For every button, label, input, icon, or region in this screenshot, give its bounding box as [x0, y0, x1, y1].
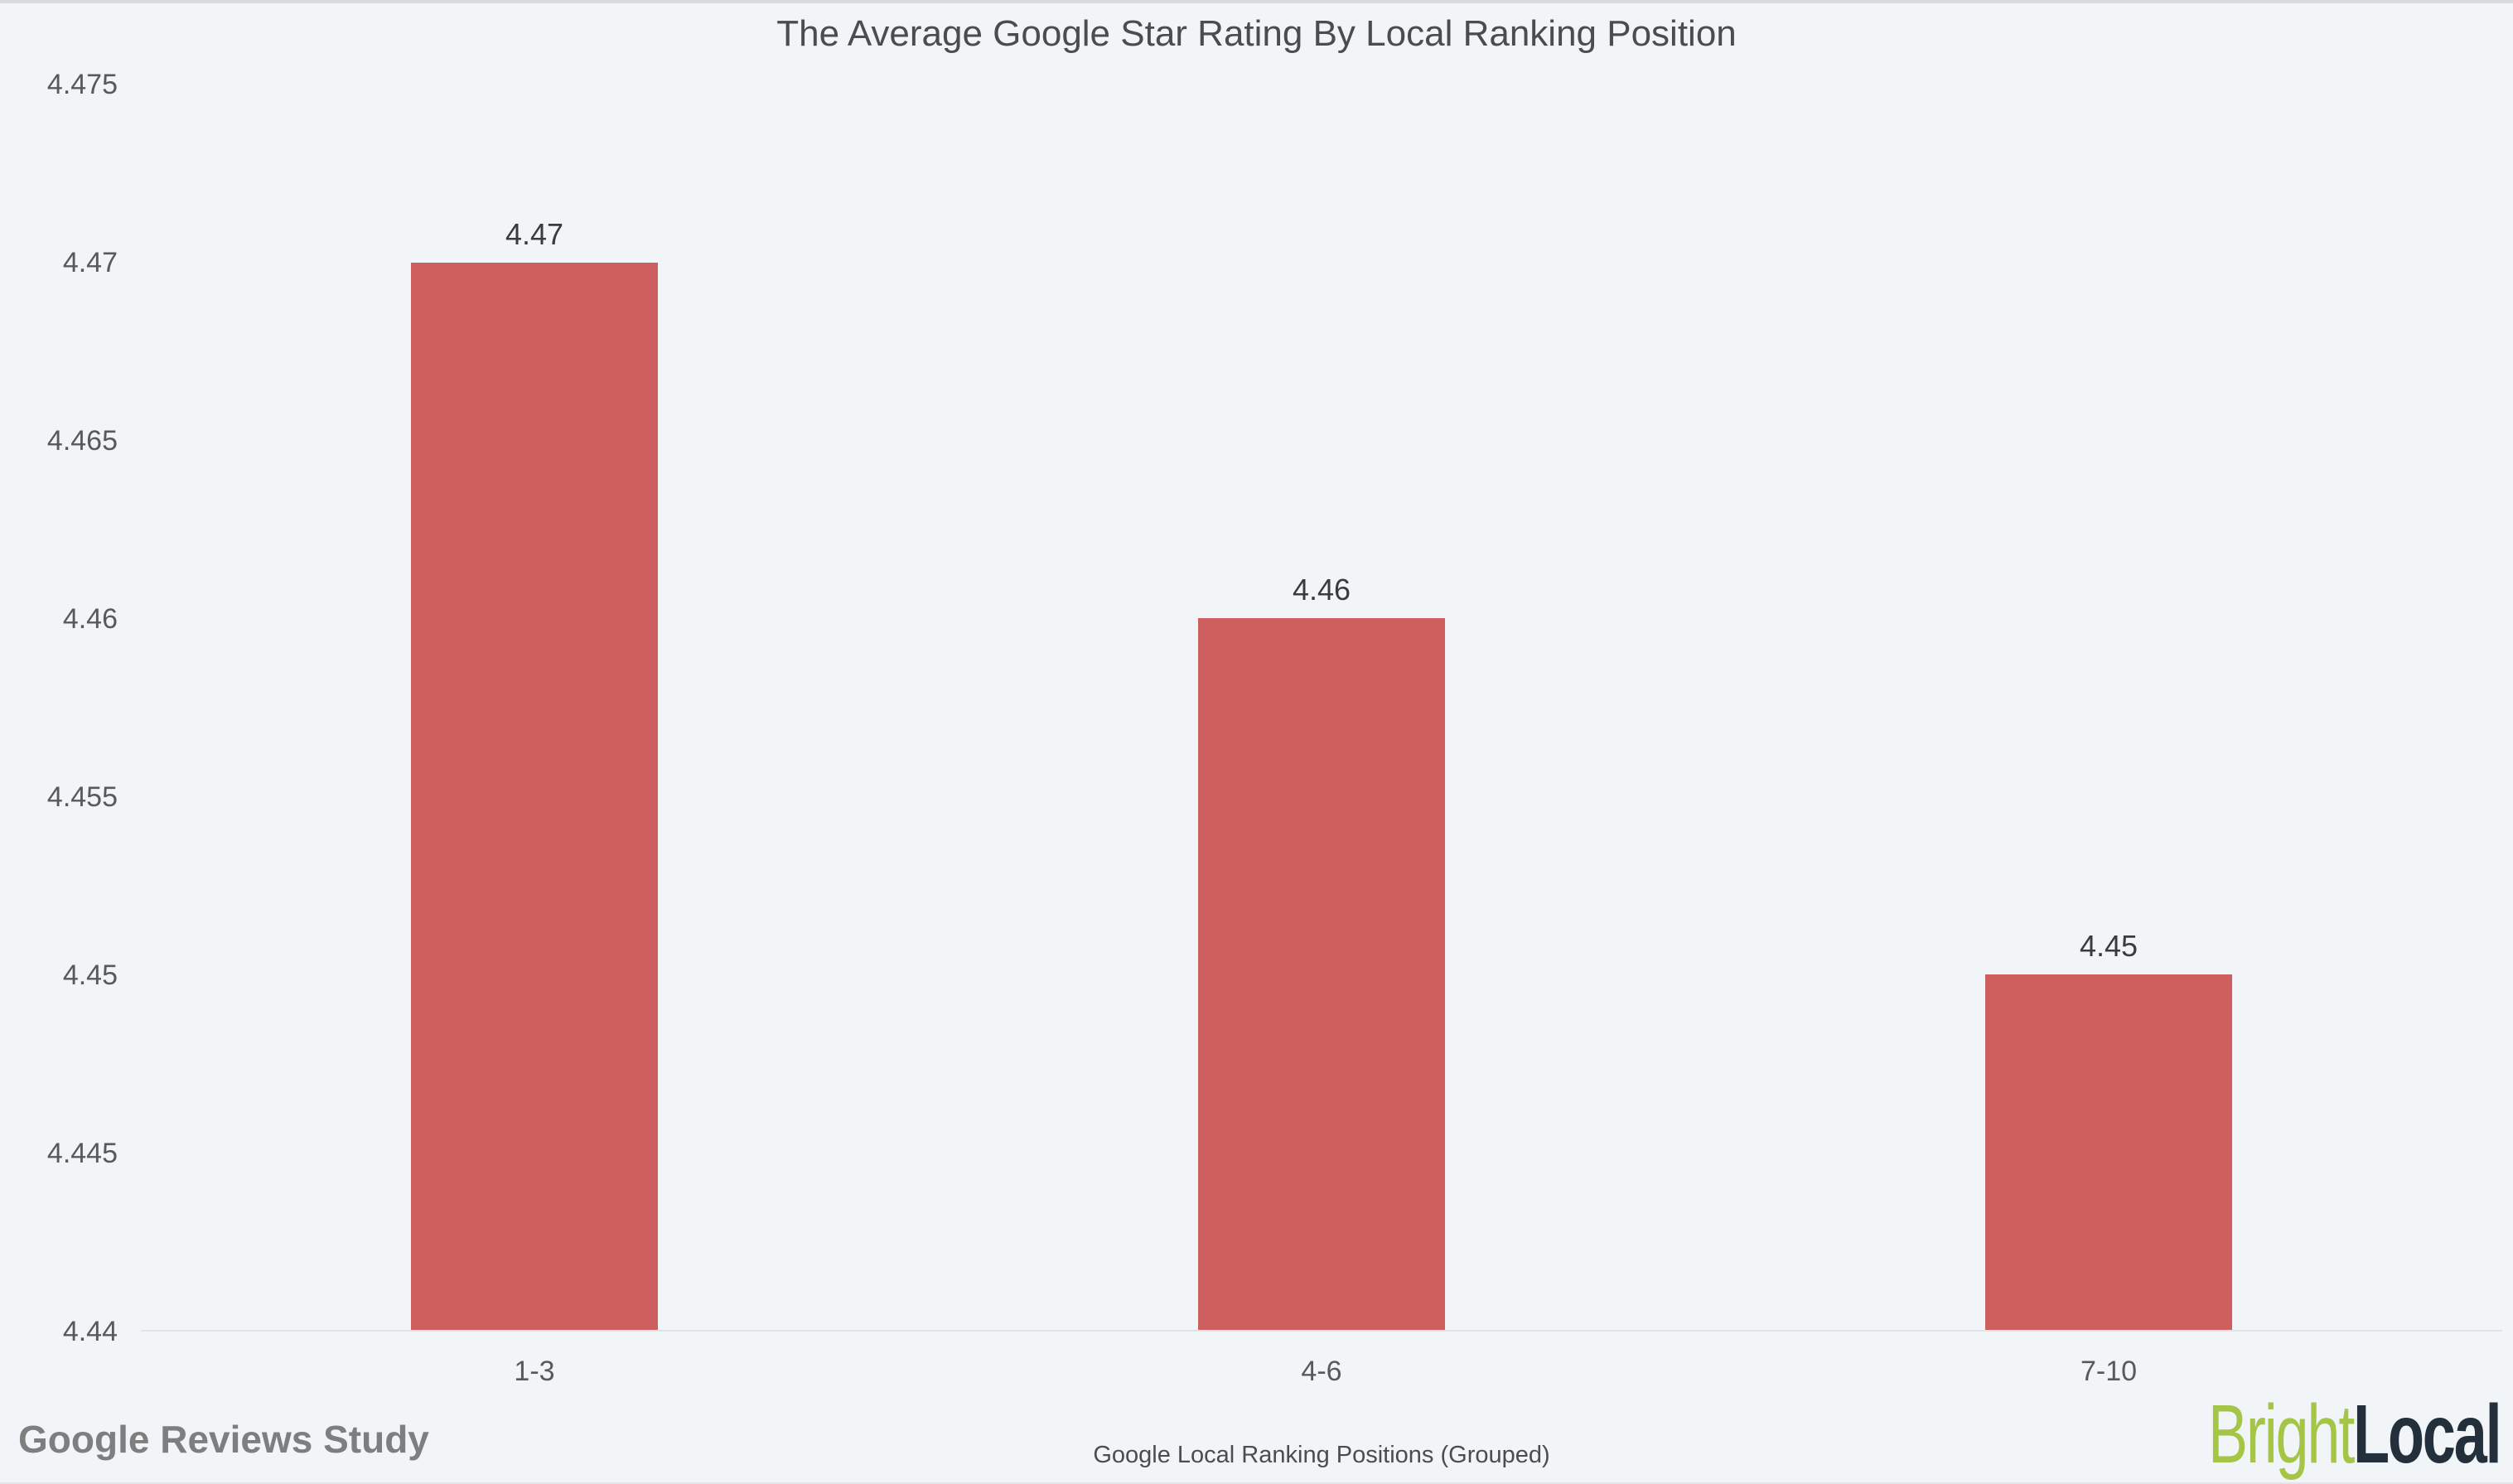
bar-value-label: 4.46	[1292, 573, 1351, 607]
bar-7-10: 4.45	[1985, 931, 2232, 1330]
x-tick-label: 7-10	[2080, 1356, 2138, 1387]
x-tick-label: 4-6	[1301, 1356, 1342, 1387]
y-tick-label: 4.47	[62, 246, 118, 278]
y-tick-label: 4.44	[62, 1316, 118, 1347]
y-tick-label: 4.465	[46, 424, 118, 457]
x-axis-title: Google Local Ranking Positions (Grouped)	[1093, 1442, 1550, 1468]
y-tick-label: 4.46	[62, 603, 118, 635]
y-tick-label: 4.455	[46, 781, 118, 813]
logo-part-local: Local	[2352, 1388, 2501, 1481]
top-edge-strip	[0, 0, 2513, 3]
brightlocal-logo: BrightLocal	[2208, 1393, 2502, 1476]
y-tick-label: 4.475	[46, 69, 118, 100]
y-tick-label: 4.445	[46, 1138, 118, 1169]
logo-part-bright: Bright	[2207, 1388, 2355, 1481]
bar-value-label: 4.45	[2079, 928, 2138, 963]
plot-area: 4.47 4.46 4.45	[141, 85, 2502, 1332]
bars-row: 4.47 4.46 4.45	[141, 85, 2502, 1330]
bottom-edge-strip	[0, 1482, 2513, 1484]
bar-slot: 4.45	[1715, 85, 2502, 1330]
y-tick-label: 4.45	[62, 960, 118, 991]
x-tick-label: 1-3	[514, 1356, 555, 1387]
y-axis: 4.44 4.445 4.45 4.455 4.46 4.465 4.47 4.475	[0, 70, 123, 1346]
bar-4-6: 4.46	[1198, 575, 1445, 1330]
bar-1-3: 4.47	[411, 219, 658, 1330]
bar-slot: 4.46	[928, 85, 1715, 1330]
watermark-study-label: Google Reviews Study	[18, 1418, 429, 1461]
bar-value-label: 4.47	[505, 216, 564, 251]
chart-title: The Average Google Star Rating By Local …	[776, 13, 1737, 54]
bar-slot: 4.47	[141, 85, 928, 1330]
x-axis: 1-3 4-6 7-10	[141, 1357, 2502, 1385]
